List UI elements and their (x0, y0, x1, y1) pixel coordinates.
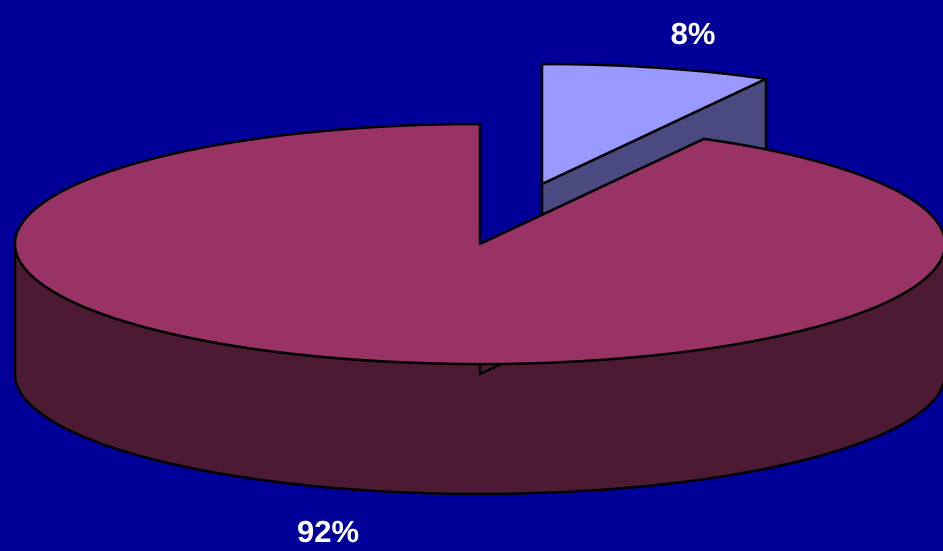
data-label-0: 8% (671, 16, 716, 51)
data-label-1: 92% (297, 514, 359, 549)
pie-slice-1 (13, 122, 943, 496)
pie-slice-top-0 (540, 62, 768, 186)
pie-slice-top-1 (13, 122, 943, 366)
